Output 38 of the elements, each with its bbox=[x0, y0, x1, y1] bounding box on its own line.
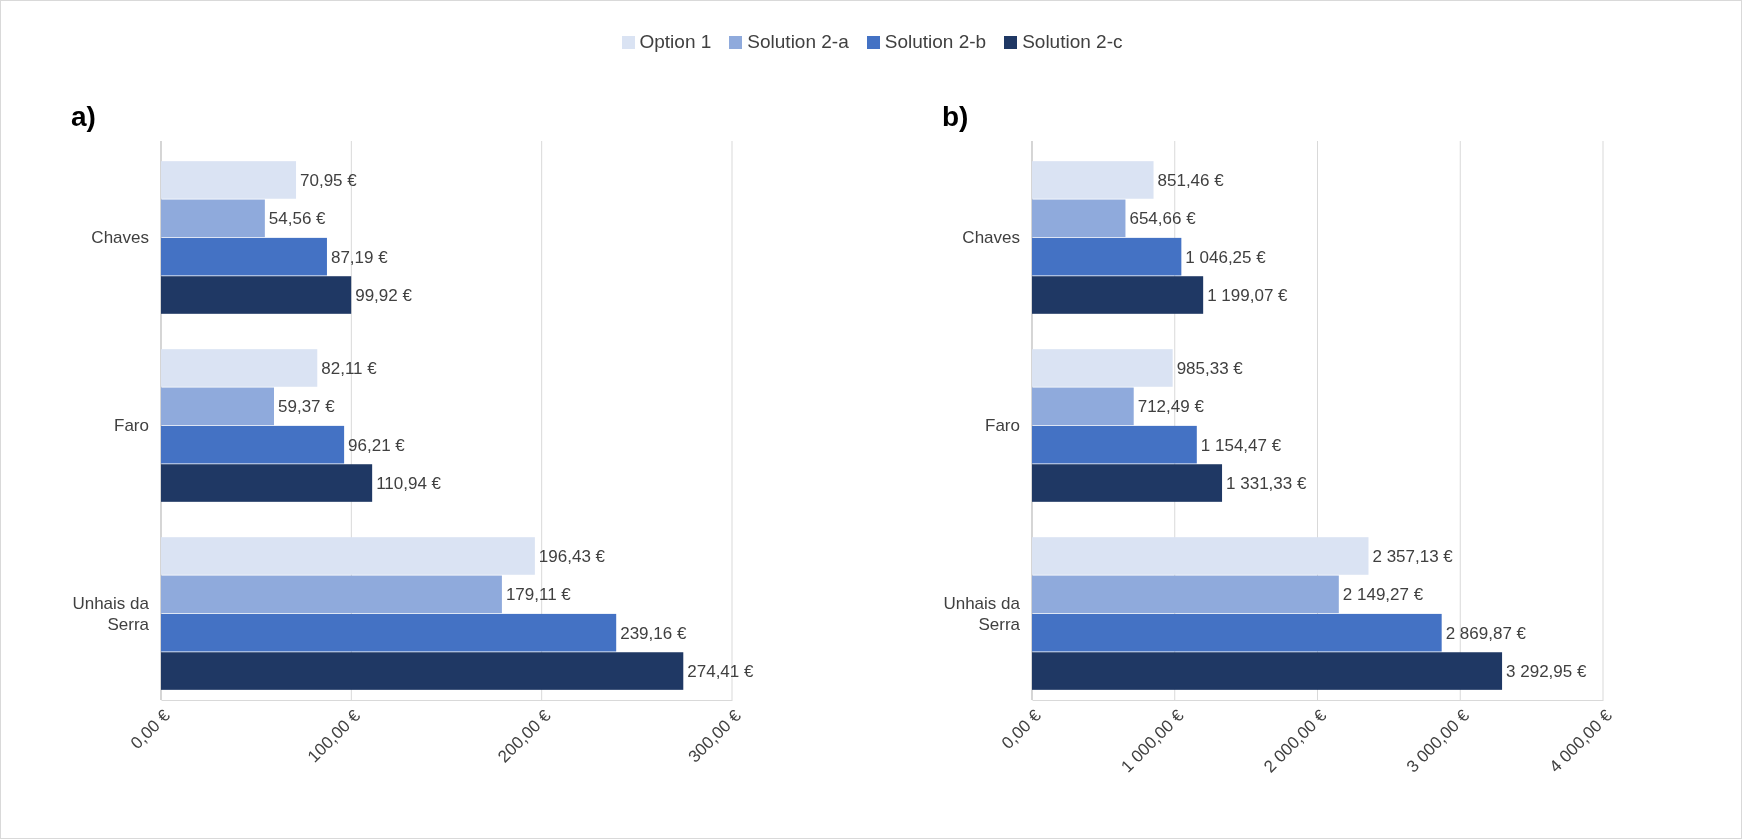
data-label: 54,56 € bbox=[268, 209, 327, 229]
data-label: 274,41 € bbox=[687, 661, 755, 681]
x-tick-label: 0,00 € bbox=[997, 705, 1046, 753]
legend-label: Solution 2-b bbox=[884, 31, 987, 53]
data-label: 712,49 € bbox=[1137, 397, 1205, 417]
data-label: 82,11 € bbox=[321, 358, 378, 378]
data-label: 239,16 € bbox=[620, 623, 687, 643]
chart-title: b) bbox=[942, 101, 969, 132]
legend-label: Option 1 bbox=[639, 31, 712, 53]
data-label: 110,94 € bbox=[376, 473, 442, 493]
data-label: 70,95 € bbox=[300, 170, 358, 190]
data-label: 1 046,25 € bbox=[1185, 247, 1267, 267]
x-tick-label: 0,00 € bbox=[126, 705, 175, 753]
y-tick-label: Chaves bbox=[91, 228, 149, 248]
data-label: 2 357,13 € bbox=[1372, 546, 1454, 566]
data-label: 985,33 € bbox=[1176, 358, 1244, 378]
data-label: 1 154,47 € bbox=[1200, 435, 1282, 455]
data-label: 2 149,27 € bbox=[1342, 585, 1424, 605]
y-tick-label: Faro bbox=[114, 416, 149, 436]
data-label: 96,21 € bbox=[348, 435, 406, 455]
data-label: 196,43 € bbox=[538, 546, 606, 566]
data-label: 87,19 € bbox=[330, 247, 389, 267]
legend-label: Solution 2-c bbox=[1022, 31, 1123, 53]
y-tick-label: Chaves bbox=[962, 228, 1020, 248]
y-tick-label: Faro bbox=[985, 416, 1020, 436]
data-label: 851,46 € bbox=[1157, 170, 1225, 190]
data-label: 1 199,07 € bbox=[1207, 285, 1289, 305]
data-label: 1 331,33 € bbox=[1226, 473, 1307, 493]
y-tick-label: Unhais da Serra bbox=[72, 594, 150, 634]
data-label: 99,92 € bbox=[355, 285, 413, 305]
data-label: 3 292,95 € bbox=[1506, 661, 1587, 681]
data-label: 2 869,87 € bbox=[1445, 623, 1527, 643]
legend-label: Solution 2-a bbox=[747, 31, 849, 53]
data-label: 654,66 € bbox=[1129, 209, 1197, 229]
chart-title: a) bbox=[71, 101, 96, 132]
data-label: 179,11 € bbox=[505, 585, 572, 605]
data-label: 59,37 € bbox=[278, 397, 336, 417]
y-tick-label: Unhais da Serra bbox=[943, 594, 1021, 634]
